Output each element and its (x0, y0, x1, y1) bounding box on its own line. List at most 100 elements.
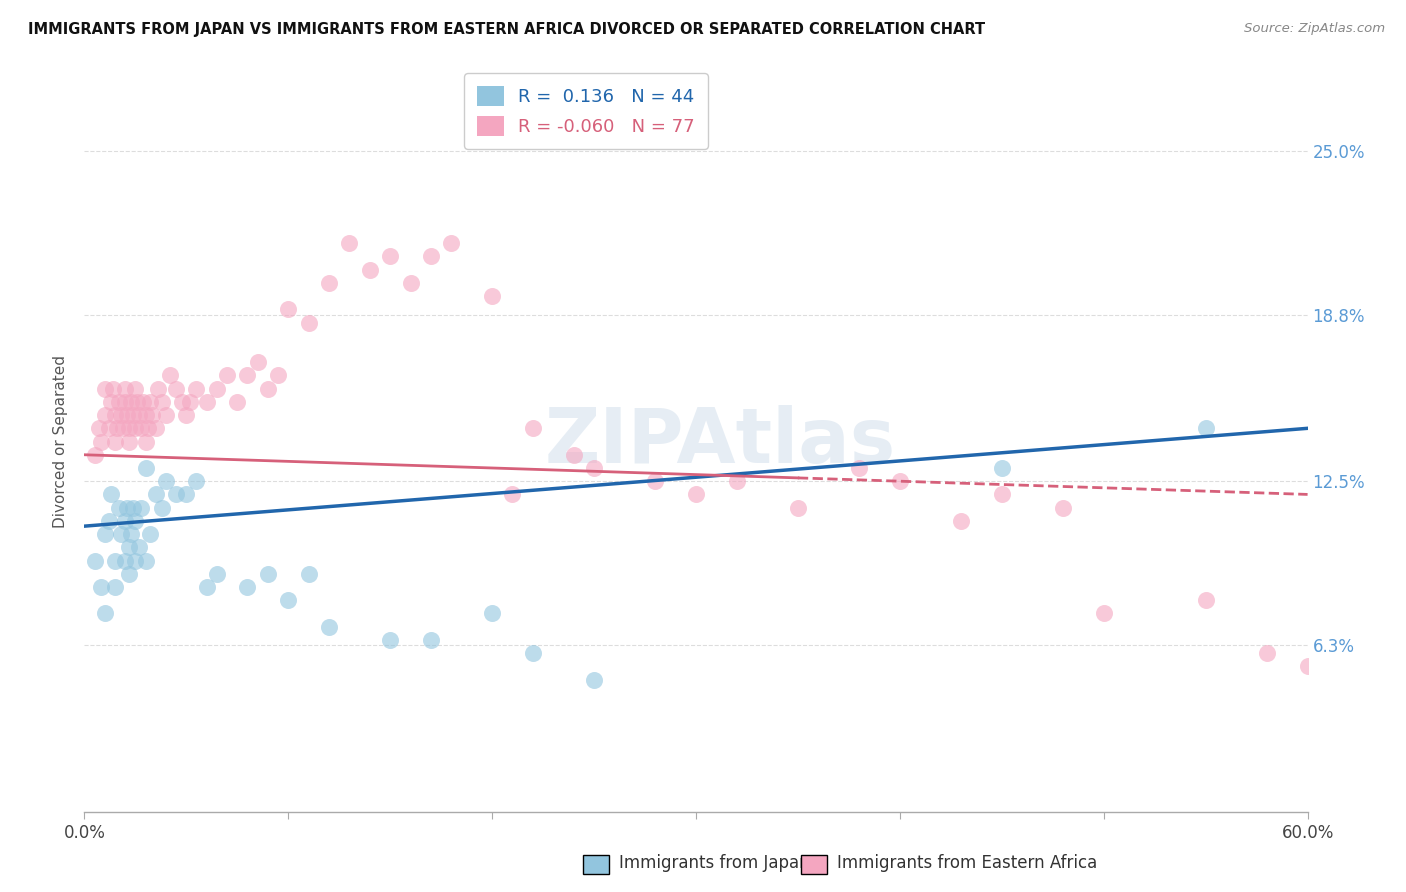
Point (950, 514, 973, 528)
Point (146, 382, 169, 396)
Point (380, 250, 402, 264)
Point (141, 408, 163, 422)
Point (128, 408, 150, 422)
Point (122, 500, 145, 515)
Point (205, 566, 228, 581)
Point (440, 236, 463, 251)
Text: Source: ZipAtlas.com: Source: ZipAtlas.com (1244, 22, 1385, 36)
Point (104, 553, 127, 567)
Point (112, 421, 135, 435)
Point (1052, 500, 1074, 515)
Point (481, 607, 503, 621)
Point (138, 527, 160, 541)
Point (131, 421, 153, 435)
Point (135, 408, 157, 422)
Point (108, 500, 131, 515)
Point (115, 408, 138, 422)
Point (991, 461, 1014, 475)
Point (267, 368, 290, 383)
Point (127, 395, 149, 409)
Point (93, 408, 115, 422)
Text: Immigrants from Japan: Immigrants from Japan (619, 855, 810, 872)
Point (118, 434, 141, 449)
Point (83, 553, 105, 567)
Point (165, 382, 187, 396)
Point (226, 395, 249, 409)
Point (97, 514, 120, 528)
Point (136, 421, 159, 435)
Point (128, 541, 150, 555)
Point (644, 474, 666, 488)
Point (93, 527, 115, 541)
Point (138, 395, 160, 409)
Point (110, 527, 132, 541)
Point (583, 673, 606, 687)
Point (90, 580, 112, 594)
Point (848, 461, 870, 475)
Point (174, 487, 197, 501)
Point (277, 593, 299, 607)
Point (889, 474, 911, 488)
Point (236, 368, 259, 383)
Point (124, 421, 146, 435)
Point (217, 368, 239, 383)
Point (186, 382, 208, 396)
Point (155, 474, 177, 488)
Point (195, 580, 218, 594)
Point (145, 421, 167, 435)
Point (787, 500, 810, 515)
Point (1256, 646, 1278, 660)
Point (122, 408, 145, 422)
Point (104, 434, 127, 449)
Point (257, 382, 280, 396)
Point (583, 461, 606, 475)
Text: ZIPAtlas: ZIPAtlas (544, 405, 896, 478)
Point (179, 395, 201, 409)
Point (124, 514, 146, 528)
Point (118, 421, 141, 435)
Point (118, 566, 141, 581)
Point (522, 646, 544, 660)
Point (97, 421, 120, 435)
Point (93, 607, 115, 621)
Point (399, 276, 422, 290)
Point (104, 408, 127, 422)
Point (1195, 421, 1218, 435)
Point (1296, 659, 1319, 673)
Point (380, 632, 402, 647)
Point (205, 382, 228, 396)
Point (100, 487, 122, 501)
Point (172, 395, 194, 409)
Point (114, 553, 136, 567)
Point (318, 276, 340, 290)
Point (132, 395, 155, 409)
Point (481, 289, 503, 303)
Point (150, 395, 173, 409)
Point (277, 302, 299, 317)
Point (120, 527, 142, 541)
Point (246, 355, 269, 369)
Point (83, 448, 105, 462)
Point (108, 395, 131, 409)
Point (318, 619, 340, 633)
Point (87, 421, 110, 435)
Point (359, 262, 381, 277)
Point (174, 408, 197, 422)
Point (100, 395, 122, 409)
Point (298, 316, 321, 330)
Point (90, 434, 112, 449)
Point (236, 580, 259, 594)
Point (93, 382, 115, 396)
Point (339, 236, 361, 251)
Point (165, 487, 187, 501)
Legend: R =  0.136   N = 44, R = -0.060   N = 77: R = 0.136 N = 44, R = -0.060 N = 77 (464, 73, 707, 149)
Text: Immigrants from Eastern Africa: Immigrants from Eastern Africa (837, 855, 1097, 872)
Point (186, 474, 208, 488)
Point (105, 421, 128, 435)
Point (1092, 607, 1115, 621)
Point (104, 580, 127, 594)
Point (1195, 593, 1218, 607)
Y-axis label: Divorced or Separated: Divorced or Separated (53, 355, 69, 528)
Point (110, 408, 132, 422)
Point (420, 632, 443, 647)
